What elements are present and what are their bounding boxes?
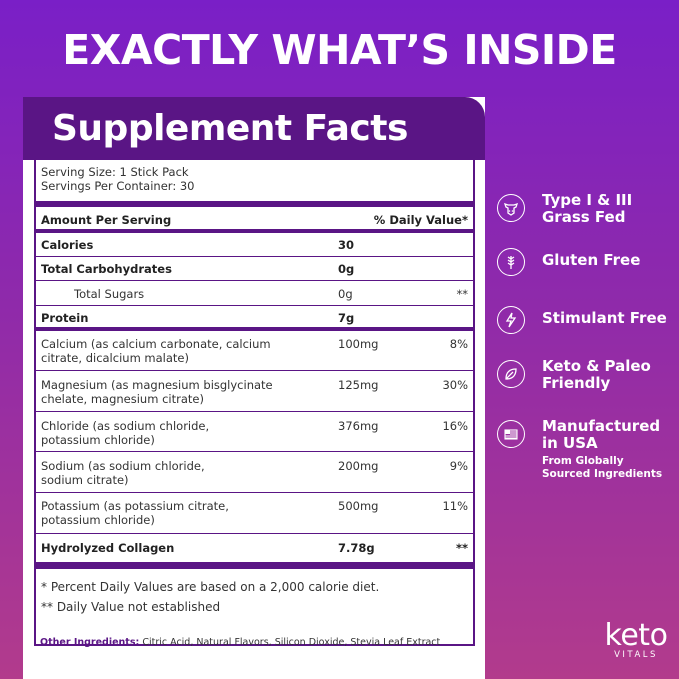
header-dv: % Daily Value* <box>373 213 468 227</box>
row-separator <box>36 280 473 281</box>
nutrient-name-line: sodium citrate) <box>41 473 129 487</box>
nutrient-dv: 8% <box>449 337 468 351</box>
nutrient-name: Calories <box>41 238 94 252</box>
nutrient-amount: 125mg <box>338 378 379 392</box>
row-separator <box>36 370 473 371</box>
nutrient-name: Total Sugars <box>74 287 145 301</box>
nutrient-name: Chloride (as sodium chloride, potassium … <box>41 419 209 447</box>
leaf-icon <box>497 360 525 388</box>
feature-text: Gluten Free <box>542 252 679 269</box>
logo-brand: keto <box>604 618 668 653</box>
other-ingredients-text: Citric Acid, Natural Flavors, Silicon Di… <box>139 637 441 648</box>
feature-text: Stimulant Free <box>542 310 679 327</box>
nutrient-dv: 16% <box>442 419 468 433</box>
nutrient-name-line: citrate, dicalcium malate) <box>41 351 189 365</box>
nutrient-dv: 11% <box>442 499 468 513</box>
nutrient-name: Potassium (as potassium citrate, potassi… <box>41 499 229 527</box>
nutrient-name: Calcium (as calcium carbonate, calcium c… <box>41 337 271 365</box>
row-separator <box>36 256 473 257</box>
feature-line: Manufactured <box>542 417 661 435</box>
feature-line: Keto & Paleo <box>542 357 651 375</box>
feature-line: Gluten Free <box>542 251 641 269</box>
nutrient-name-line: Calcium (as calcium carbonate, calcium <box>41 337 271 351</box>
nutrient-amount: 0g <box>338 287 353 301</box>
lightning-icon <box>497 306 525 334</box>
servings-per-container: Servings Per Container: 30 <box>41 179 195 193</box>
nutrient-name: Total Carbohydrates <box>41 262 172 276</box>
cow-icon <box>497 194 525 222</box>
logo-tag: VITALS <box>614 650 658 660</box>
nutrient-amount: 7.78g <box>338 541 375 555</box>
divider-medium <box>36 229 473 233</box>
nutrient-dv: 9% <box>449 459 468 473</box>
feature-text: Manufactured in USA From Globally Source… <box>542 418 679 481</box>
nutrient-amount: 100mg <box>338 337 379 351</box>
nutrient-name-line: Chloride (as sodium chloride, <box>41 419 210 433</box>
row-separator <box>36 305 473 306</box>
row-separator <box>36 451 473 452</box>
feature-subline: From Globally <box>542 455 624 467</box>
other-ingredients-label: Other Ingredients: <box>40 637 140 648</box>
nutrient-dv: 30% <box>442 378 468 392</box>
facts-label: Serving Size: 1 Stick Pack Servings Per … <box>34 160 475 646</box>
feature-subtext: From Globally Sourced Ingredients <box>542 455 679 481</box>
footnote-daily-values: * Percent Daily Values are based on a 2,… <box>41 580 380 594</box>
nutrient-amount: 30 <box>338 238 355 252</box>
nutrient-amount: 0g <box>338 262 355 276</box>
feature-subline: Sourced Ingredients <box>542 468 663 480</box>
feature-gluten-free: Gluten Free <box>497 246 679 276</box>
nutrient-dv: ** <box>456 287 469 301</box>
divider-thick <box>36 201 473 207</box>
nutrient-name-line: Sodium (as sodium chloride, <box>41 459 205 473</box>
feature-line: Stimulant Free <box>542 309 667 327</box>
nutrient-name-line: chelate, magnesium citrate) <box>41 392 204 406</box>
nutrient-name: Hydrolyzed Collagen <box>41 541 175 555</box>
feature-line: in USA <box>542 434 598 452</box>
feature-line: Type I & III <box>542 191 633 209</box>
other-ingredients: Other Ingredients: Citric Acid, Natural … <box>40 637 440 648</box>
nutrient-name-line: Magnesium (as magnesium bisglycinate <box>41 378 273 392</box>
row-separator <box>36 533 473 534</box>
nutrient-dv: ** <box>455 541 468 555</box>
feature-line: Friendly <box>542 374 611 392</box>
feature-text: Keto & Paleo Friendly <box>542 358 679 392</box>
feature-grass-fed: Type I & III Grass Fed <box>497 192 679 226</box>
nutrient-amount: 376mg <box>338 419 379 433</box>
divider-thick <box>36 562 473 569</box>
keto-vitals-logo: keto VITALS <box>600 618 672 661</box>
row-separator <box>36 492 473 493</box>
feature-stimulant-free: Stimulant Free <box>497 304 679 334</box>
nutrient-amount: 200mg <box>338 459 379 473</box>
divider-medium <box>36 327 473 331</box>
feature-made-in-usa: Manufactured in USA From Globally Source… <box>497 418 679 481</box>
row-separator <box>36 411 473 412</box>
nutrient-name: Sodium (as sodium chloride, sodium citra… <box>41 459 205 487</box>
feature-text: Type I & III Grass Fed <box>542 192 679 226</box>
wheat-icon <box>497 248 525 276</box>
nutrient-name: Protein <box>41 311 89 325</box>
feature-line: Grass Fed <box>542 208 626 226</box>
nutrient-amount: 500mg <box>338 499 379 513</box>
nutrient-name: Magnesium (as magnesium bisglycinate che… <box>41 378 273 406</box>
nutrient-amount: 7g <box>338 311 355 325</box>
feature-keto-paleo: Keto & Paleo Friendly <box>497 358 679 392</box>
header-amount: Amount Per Serving <box>41 213 172 227</box>
panel-title: Supplement Facts <box>23 97 485 160</box>
headline: EXACTLY WHAT’S INSIDE <box>62 26 617 74</box>
serving-info: Serving Size: 1 Stick Pack Servings Per … <box>41 165 194 193</box>
footnote-not-established: ** Daily Value not established <box>41 600 221 614</box>
nutrient-name-line: potassium chloride) <box>41 513 155 527</box>
nutrient-name-line: potassium chloride) <box>41 433 155 447</box>
usa-flag-icon <box>497 420 525 448</box>
nutrient-name-line: Potassium (as potassium citrate, <box>41 499 229 513</box>
supplement-facts-panel: Supplement Facts Serving Size: 1 Stick P… <box>23 97 485 679</box>
serving-size: Serving Size: 1 Stick Pack <box>41 165 189 179</box>
